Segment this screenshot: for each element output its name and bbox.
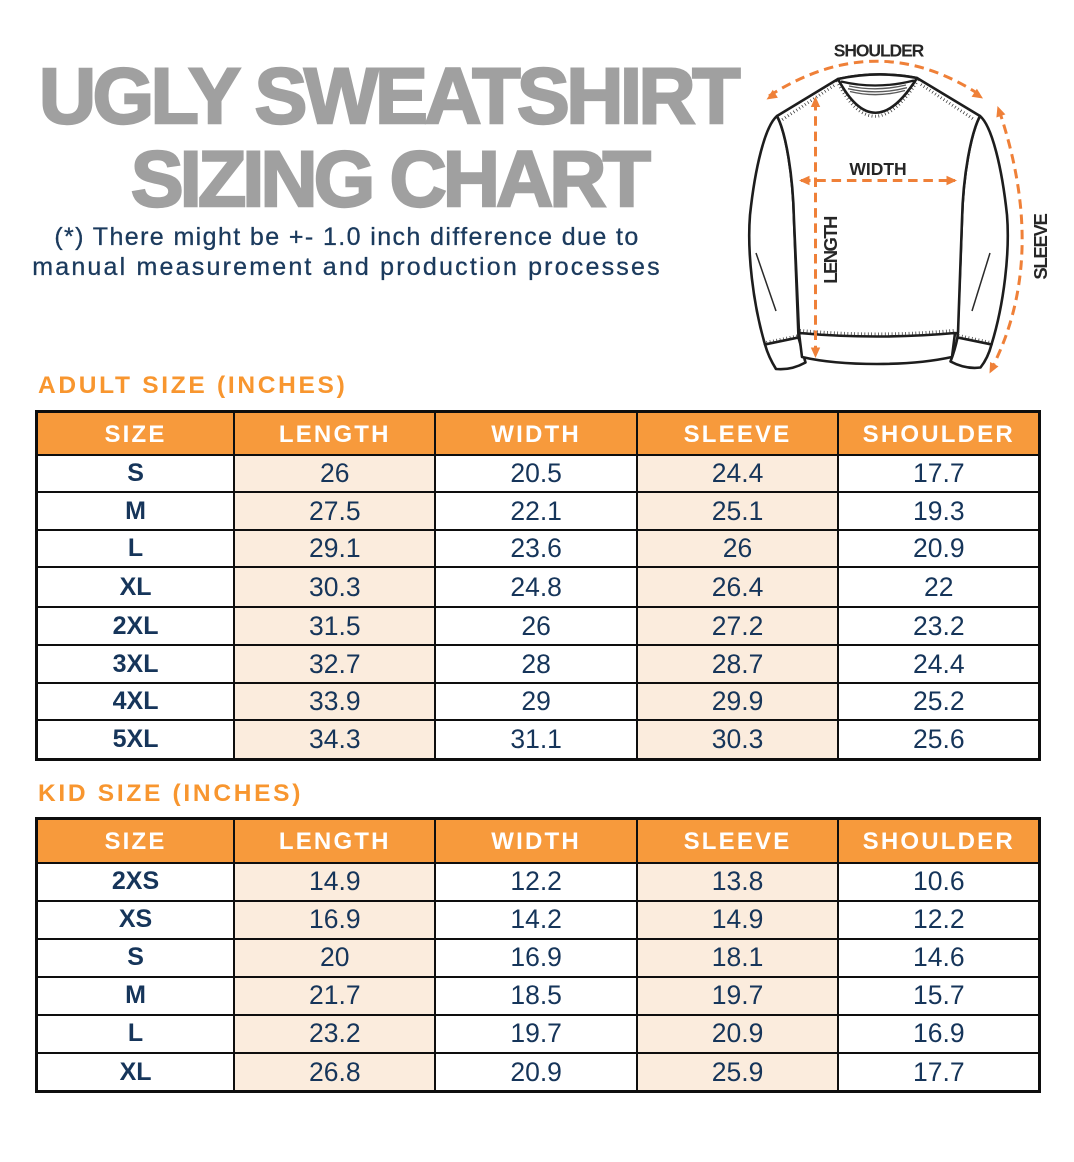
svg-text:SLEEVE: SLEEVE <box>1030 213 1051 279</box>
svg-text:LENGTH: LENGTH <box>820 216 841 284</box>
svg-text:WIDTH: WIDTH <box>849 159 906 179</box>
svg-text:SHOULDER: SHOULDER <box>834 41 925 61</box>
